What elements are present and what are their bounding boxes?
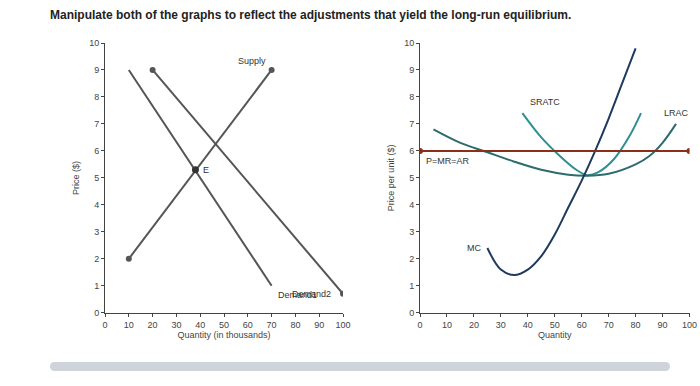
svg-text:50: 50 <box>219 320 229 330</box>
svg-text:Quantity (in thousands): Quantity (in thousands) <box>177 330 270 340</box>
svg-text:90: 90 <box>314 320 324 330</box>
svg-text:7: 7 <box>409 119 414 129</box>
svg-text:Demand2: Demand2 <box>292 289 331 299</box>
svg-text:5: 5 <box>94 173 99 183</box>
html-text:Manipulate both of the graphs: Manipulate both of the graphs to reflect… <box>50 8 572 22</box>
svg-text:40: 40 <box>195 320 205 330</box>
svg-text:P=MR=AR: P=MR=AR <box>426 156 470 166</box>
svg-text:80: 80 <box>631 320 641 330</box>
svg-text:100: 100 <box>682 320 697 330</box>
svg-text:E: E <box>203 165 209 175</box>
svg-text:90: 90 <box>658 320 668 330</box>
svg-text:6: 6 <box>409 146 414 156</box>
svg-text:9: 9 <box>409 65 414 75</box>
svg-text:10: 10 <box>89 38 99 48</box>
svg-text:4: 4 <box>409 200 414 210</box>
svg-text:Price per unit ($): Price per unit ($) <box>386 145 396 212</box>
svg-text:0: 0 <box>417 320 422 330</box>
svg-text:100: 100 <box>335 320 350 330</box>
svg-text:MC: MC <box>467 243 481 253</box>
svg-text:Demand1: Demand1 <box>278 290 317 300</box>
svg-text:9: 9 <box>94 65 99 75</box>
svg-text:20: 20 <box>148 320 158 330</box>
svg-text:10: 10 <box>442 320 452 330</box>
svg-text:6: 6 <box>94 146 99 156</box>
svg-text:LRAC: LRAC <box>664 108 689 118</box>
svg-text:0: 0 <box>409 308 414 318</box>
svg-text:1: 1 <box>94 281 99 291</box>
svg-text:0: 0 <box>94 308 99 318</box>
svg-text:Supply: Supply <box>238 56 266 66</box>
svg-text:80: 80 <box>290 320 300 330</box>
svg-text:30: 30 <box>171 320 181 330</box>
svg-text:Quantity: Quantity <box>538 330 572 340</box>
svg-text:70: 70 <box>267 320 277 330</box>
svg-text:0: 0 <box>102 320 107 330</box>
svg-text:50: 50 <box>550 320 560 330</box>
svg-text:Price ($): Price ($) <box>71 161 81 195</box>
svg-text:60: 60 <box>577 320 587 330</box>
svg-text:40: 40 <box>523 320 533 330</box>
svg-text:10: 10 <box>124 320 134 330</box>
svg-text:SRATC: SRATC <box>530 97 560 107</box>
svg-text:7: 7 <box>94 119 99 129</box>
svg-text:4: 4 <box>94 200 99 210</box>
svg-text:8: 8 <box>409 92 414 102</box>
svg-text:2: 2 <box>94 254 99 264</box>
svg-text:2: 2 <box>409 254 414 264</box>
svg-text:70: 70 <box>604 320 614 330</box>
svg-text:20: 20 <box>469 320 479 330</box>
svg-text:5: 5 <box>409 173 414 183</box>
svg-text:3: 3 <box>94 227 99 237</box>
svg-text:30: 30 <box>496 320 506 330</box>
svg-text:10: 10 <box>404 38 414 48</box>
svg-text:8: 8 <box>94 92 99 102</box>
svg-text:1: 1 <box>409 281 414 291</box>
svg-text:60: 60 <box>243 320 253 330</box>
svg-text:3: 3 <box>409 227 414 237</box>
